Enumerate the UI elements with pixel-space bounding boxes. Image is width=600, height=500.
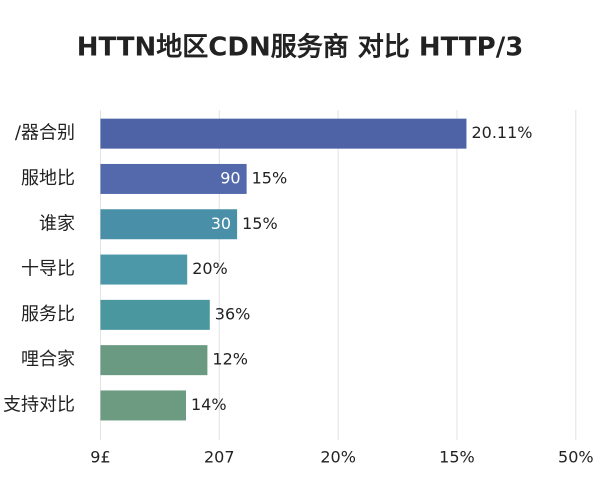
chart-title: HTTN地区CDN服务商 对比 HTTP/3: [77, 32, 524, 63]
x-tick-label: 50%: [558, 448, 594, 467]
inner-label: 30: [211, 214, 231, 233]
bar-label: 15%: [252, 168, 288, 187]
x-tick-label: 207: [204, 448, 235, 467]
category-label: /器合别: [15, 123, 75, 144]
category-label: 服地比: [21, 168, 75, 189]
category-label: 哩合家: [21, 349, 75, 370]
x-tick-label: 9£: [90, 448, 110, 467]
bar: [100, 118, 467, 149]
inner-label: 90: [220, 168, 240, 187]
bar-label: 20.11%: [471, 123, 532, 142]
x-tick-label: 20%: [320, 448, 356, 467]
x-tick-label: 15%: [439, 448, 475, 467]
bar: [100, 299, 210, 330]
bar-label: 14%: [191, 395, 227, 414]
category-label: 服务比: [21, 304, 75, 325]
category-label: 支持对比: [3, 394, 75, 415]
category-label: 十导比: [21, 259, 75, 280]
bar-label: 12%: [212, 350, 248, 369]
category-label: 谁家: [39, 213, 75, 234]
bar-label: 36%: [215, 304, 251, 323]
bar: [100, 254, 188, 285]
bar-label: 15%: [242, 214, 278, 233]
bar: [100, 345, 208, 376]
bar: [100, 163, 247, 194]
bar: [100, 209, 238, 240]
bar-label: 20%: [192, 259, 228, 278]
bar: [100, 390, 187, 421]
